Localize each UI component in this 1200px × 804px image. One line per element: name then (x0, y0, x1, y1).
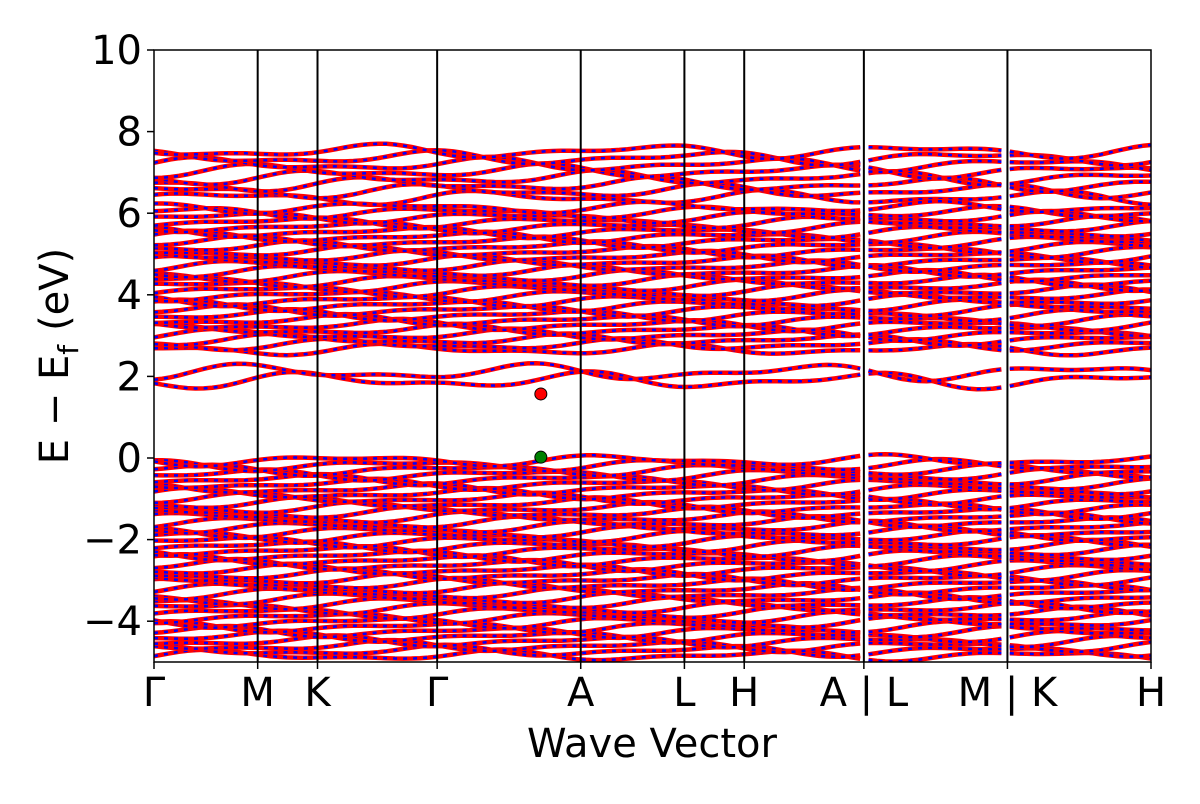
band-line-dash (154, 453, 1151, 468)
x-tick-label: A | L (820, 670, 909, 716)
x-tick-label: Γ (143, 670, 166, 716)
band-line-dash (154, 500, 1151, 516)
y-axis-label-main: E − E (32, 355, 78, 465)
x-axis-label: Wave Vector (527, 721, 778, 767)
band-line-dash (154, 362, 1151, 383)
x-tick-label: H (729, 670, 759, 716)
band-line-dash (154, 586, 1151, 601)
x-tick-label: L (673, 670, 696, 716)
y-axis-label: E − Ef (eV) (32, 248, 85, 465)
bands-layer (154, 141, 1151, 662)
y-axis-label-unit: (eV) (32, 248, 78, 331)
vbm-marker (534, 450, 548, 464)
kpoint-lines (256, 50, 1009, 662)
x-tick-label: K (304, 670, 332, 716)
band-line-dash (154, 200, 1151, 216)
cbm-marker (534, 387, 548, 401)
y-axis-label-sub: f (52, 344, 85, 355)
band-line-dash (154, 175, 1151, 193)
y-tick-label: −2 (83, 518, 142, 564)
x-tick-label: M | K (958, 670, 1059, 716)
plot-frame (153, 49, 1152, 663)
band-line-dash (154, 472, 1151, 487)
band-line-dash (154, 332, 1151, 347)
y-tick-label: 0 (117, 436, 142, 482)
y-tick-label: −4 (83, 599, 142, 645)
y-tick-label: 4 (117, 273, 142, 319)
x-tick-label: H (1136, 670, 1166, 716)
x-tick-label: Γ (426, 670, 449, 716)
y-tick-label: 6 (117, 191, 142, 237)
y-axis-ticks: 10 8 6 4 2 0 −2 −4 (83, 28, 154, 645)
x-tick-label: A (567, 670, 595, 716)
y-tick-label: 8 (117, 110, 142, 156)
band-line-dash (154, 244, 1151, 260)
y-tick-label: 10 (91, 28, 142, 74)
band-line-dash (154, 142, 1151, 161)
y-tick-label: 2 (117, 354, 142, 400)
x-tick-label: M (240, 670, 275, 716)
band-line-dash (154, 370, 1151, 391)
marker-layer (534, 387, 548, 464)
